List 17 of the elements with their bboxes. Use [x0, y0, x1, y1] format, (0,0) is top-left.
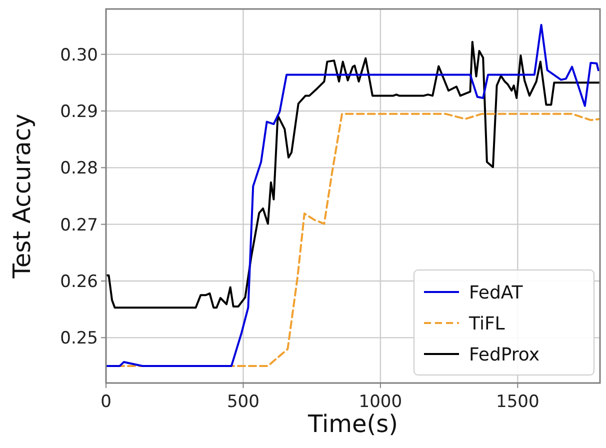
- legend-label: TiFL: [468, 313, 505, 334]
- y-tick-label: 0.30: [60, 45, 98, 66]
- y-tick-label: 0.27: [60, 215, 98, 236]
- x-tick-label: 0: [100, 392, 112, 412]
- line-series: [106, 24, 600, 367]
- y-tick-label: 0.28: [60, 158, 98, 179]
- y-tick-label: 0.29: [60, 102, 98, 122]
- x-tick-label: 500: [226, 392, 260, 412]
- legend-label: FedAT: [469, 282, 524, 304]
- line-series: [106, 40, 600, 309]
- x-tick-label: 1500: [496, 392, 540, 412]
- x-tick-label: 1000: [358, 392, 402, 412]
- x-axis-title: Time(s): [307, 410, 398, 438]
- y-axis-title: Test Accuracy: [8, 114, 36, 280]
- y-tick-label: 0.26: [60, 272, 98, 292]
- legend-label: FedProx: [469, 344, 540, 366]
- y-tick-label: 0.25: [60, 328, 98, 349]
